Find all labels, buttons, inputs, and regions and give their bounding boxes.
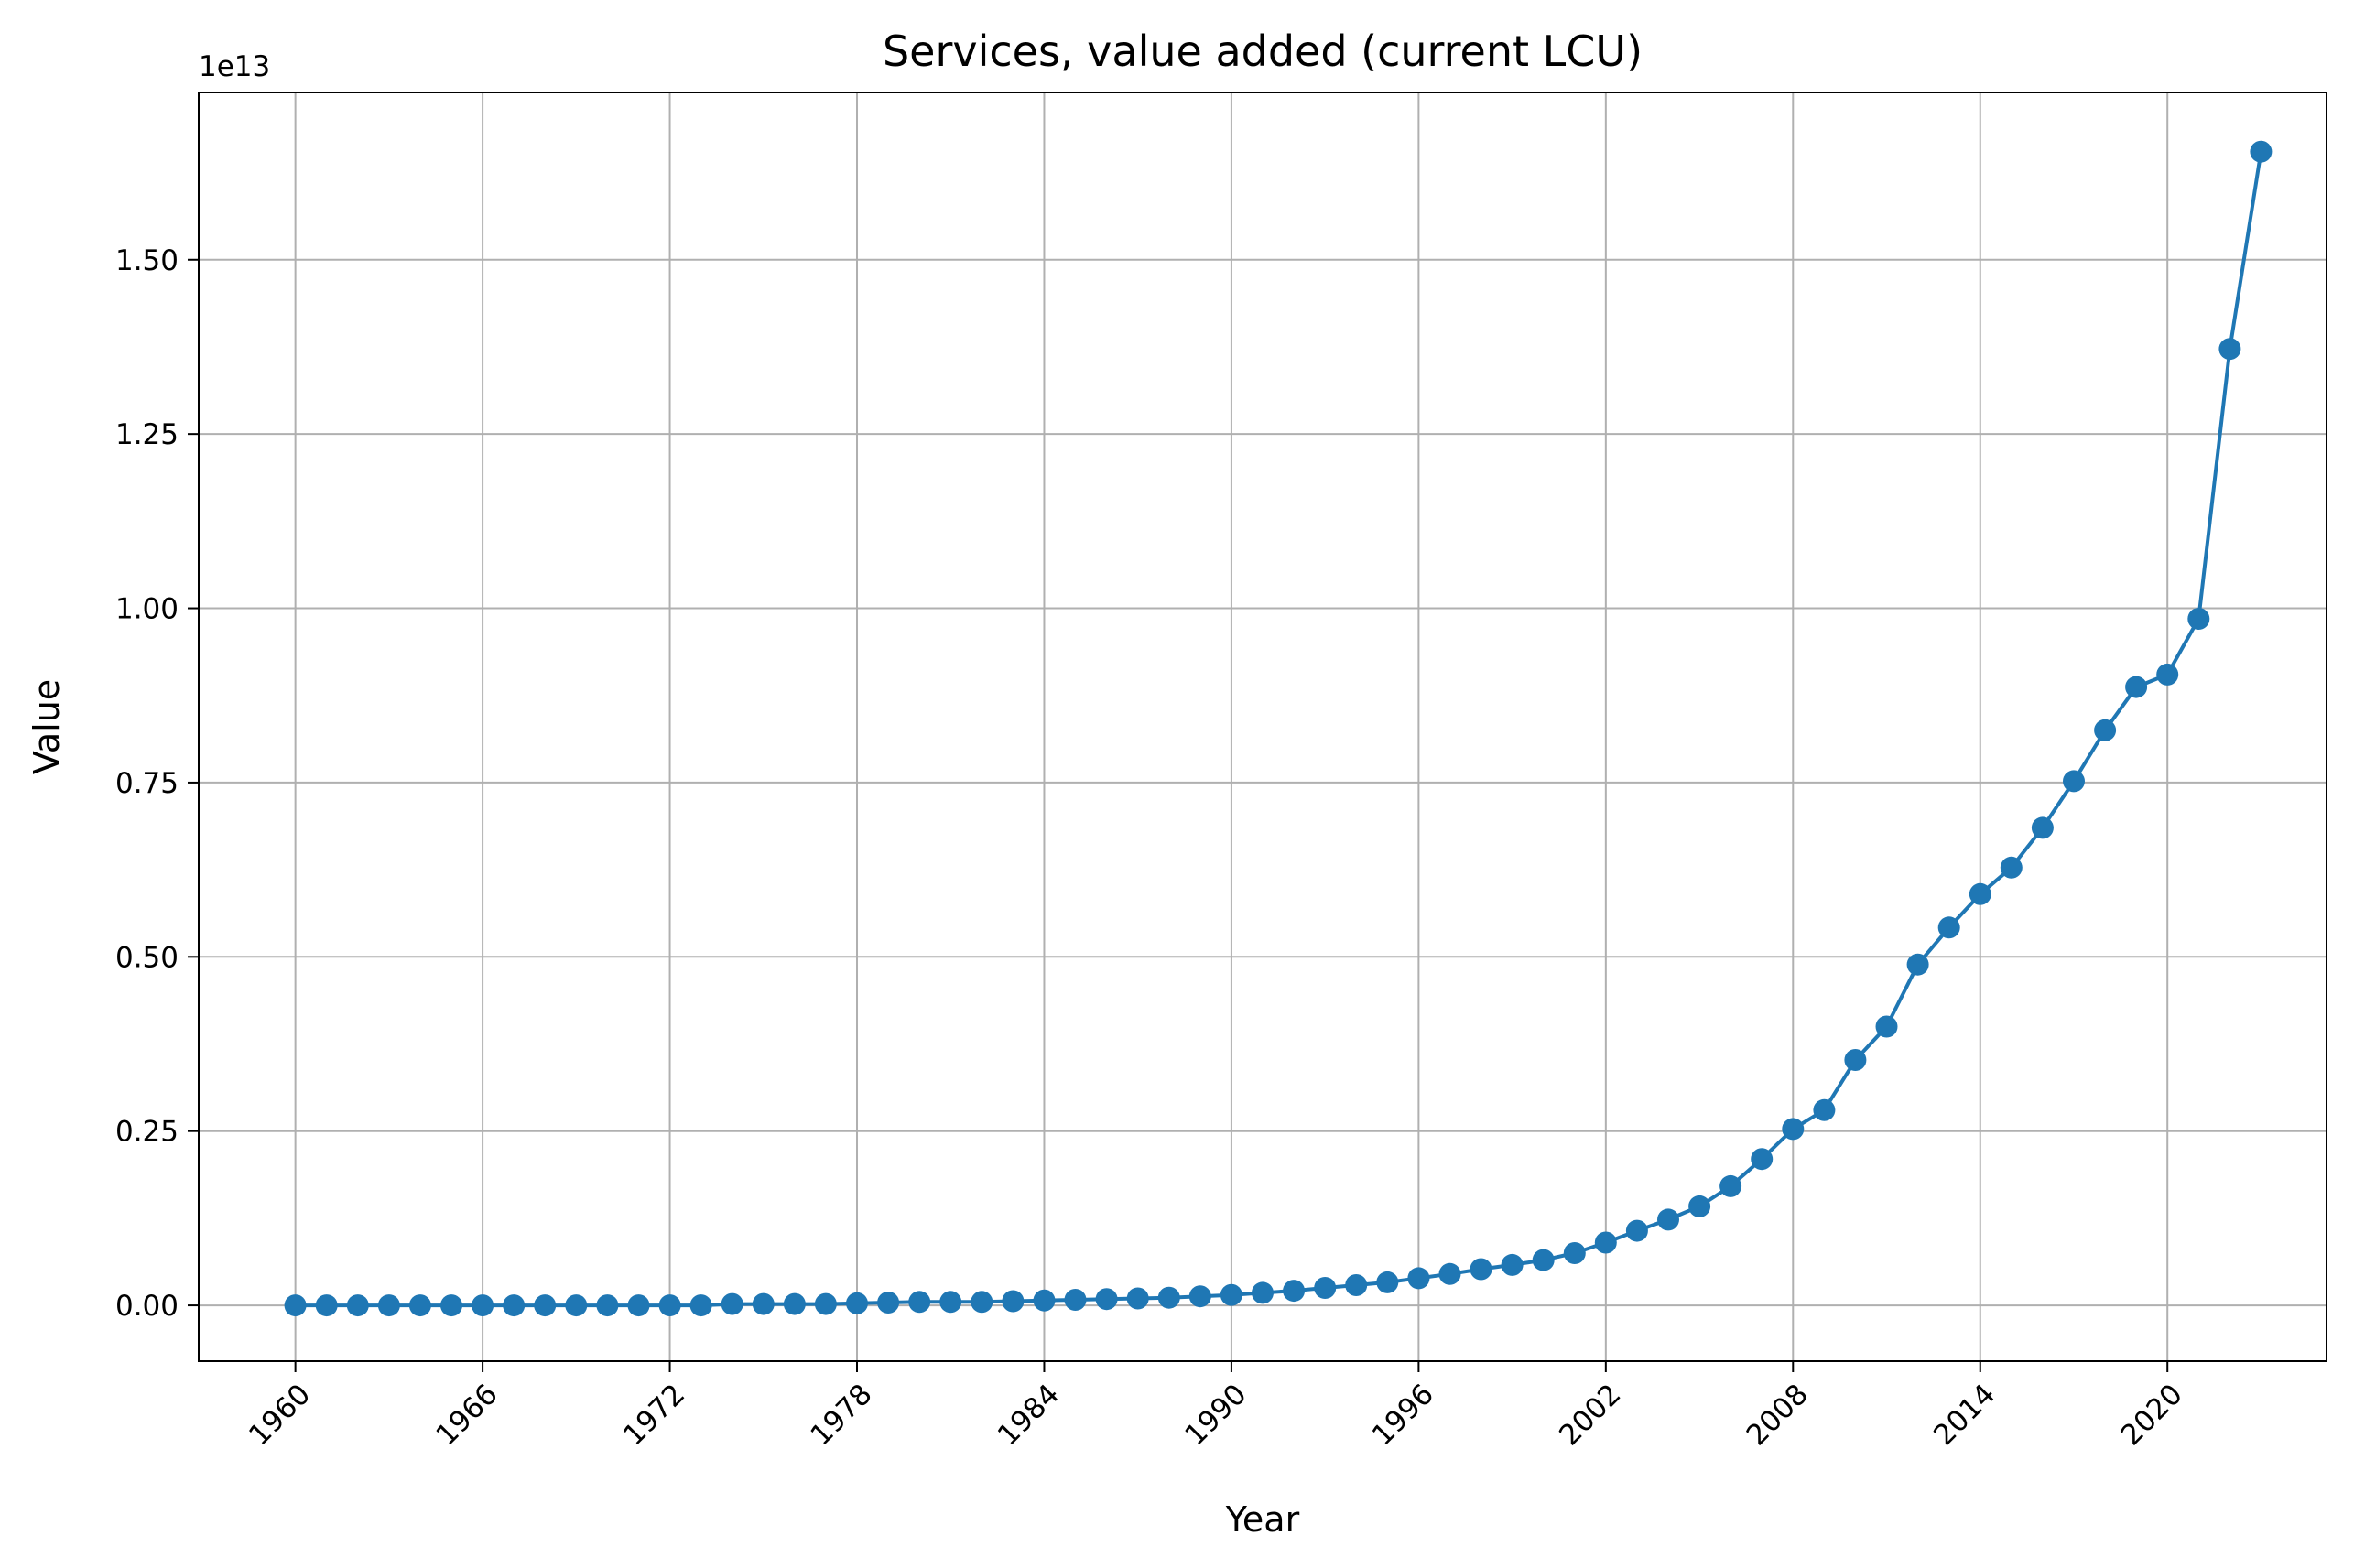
data-point bbox=[814, 1292, 837, 1315]
data-point bbox=[939, 1291, 962, 1314]
data-point bbox=[1719, 1174, 1742, 1197]
x-tick-label: 1984 bbox=[992, 1378, 1066, 1452]
data-point bbox=[1688, 1195, 1711, 1217]
data-point bbox=[1220, 1283, 1242, 1306]
data-point bbox=[503, 1294, 526, 1317]
x-tick-label: 1972 bbox=[617, 1378, 691, 1452]
chart-title: Services, value added (current LCU) bbox=[883, 27, 1643, 76]
data-point bbox=[1064, 1289, 1087, 1311]
data-point bbox=[877, 1292, 900, 1314]
data-point bbox=[2125, 676, 2148, 698]
data-point bbox=[1376, 1271, 1399, 1293]
data-point bbox=[408, 1294, 431, 1317]
y-tick-label: 0.25 bbox=[115, 1116, 179, 1149]
y-tick-label: 0.75 bbox=[115, 767, 179, 800]
series-layer bbox=[284, 140, 2273, 1317]
data-point bbox=[1126, 1287, 1149, 1310]
data-point bbox=[1252, 1281, 1274, 1304]
data-point bbox=[1345, 1274, 1368, 1296]
x-tick-label: 2014 bbox=[1927, 1378, 2001, 1452]
data-point bbox=[346, 1294, 369, 1317]
data-point bbox=[377, 1294, 400, 1317]
data-point bbox=[2094, 719, 2117, 741]
data-point bbox=[1095, 1288, 1118, 1311]
data-point bbox=[1813, 1098, 1836, 1121]
data-point bbox=[2063, 770, 2085, 793]
data-point bbox=[596, 1294, 619, 1317]
data-point bbox=[721, 1292, 743, 1315]
data-point bbox=[908, 1291, 931, 1314]
x-tick-label: 1990 bbox=[1178, 1378, 1253, 1452]
data-point bbox=[1782, 1118, 1805, 1141]
x-tick-label: 1966 bbox=[429, 1378, 504, 1452]
x-tick-label: 1996 bbox=[1366, 1378, 1440, 1452]
y-axis-label: Value bbox=[27, 679, 67, 774]
y-axis-offset-label: 1e13 bbox=[199, 50, 270, 83]
data-point bbox=[2000, 856, 2023, 879]
x-tick-label: 2008 bbox=[1741, 1378, 1815, 1452]
data-point bbox=[1002, 1290, 1025, 1313]
data-point bbox=[1314, 1277, 1337, 1299]
data-point bbox=[315, 1294, 338, 1317]
y-tick-label: 1.25 bbox=[115, 418, 179, 451]
data-point bbox=[2218, 338, 2241, 361]
data-point bbox=[1563, 1242, 1586, 1264]
data-point bbox=[2156, 663, 2179, 686]
data-point bbox=[1470, 1258, 1492, 1281]
x-axis-label: Year bbox=[1225, 1499, 1300, 1540]
data-point bbox=[1188, 1285, 1211, 1308]
data-point bbox=[627, 1294, 650, 1317]
data-point bbox=[1532, 1249, 1555, 1271]
x-tick-label: 2002 bbox=[1553, 1378, 1627, 1452]
data-point bbox=[1751, 1148, 1774, 1171]
data-point bbox=[1937, 916, 1960, 939]
data-point bbox=[1657, 1208, 1679, 1231]
data-point bbox=[1157, 1286, 1180, 1309]
axis-ticks: 1960 1966 1972 1978 1984 1990 1996 2002 2008 2014… bbox=[115, 244, 2189, 1453]
y-tick-label: 1.00 bbox=[115, 593, 179, 626]
x-tick-label: 1960 bbox=[243, 1378, 317, 1452]
data-point bbox=[1906, 953, 1929, 976]
data-point bbox=[1969, 882, 1991, 905]
x-tick-label: 2020 bbox=[2115, 1378, 2189, 1452]
data-point bbox=[1407, 1267, 1430, 1290]
data-point bbox=[1438, 1262, 1461, 1285]
data-point bbox=[689, 1294, 712, 1317]
y-tick-label: 0.50 bbox=[115, 941, 179, 974]
data-point bbox=[2187, 608, 2210, 630]
data-point bbox=[2250, 140, 2273, 163]
y-tick-label: 0.00 bbox=[115, 1290, 179, 1323]
data-point bbox=[752, 1292, 775, 1315]
data-point bbox=[783, 1292, 806, 1315]
data-point bbox=[472, 1294, 494, 1317]
data-point bbox=[658, 1294, 681, 1317]
data-point bbox=[2031, 816, 2054, 839]
plot-frame bbox=[198, 92, 2327, 1362]
y-tick-label: 1.50 bbox=[115, 244, 179, 277]
data-point bbox=[971, 1291, 993, 1314]
data-point bbox=[846, 1292, 868, 1314]
data-point bbox=[1594, 1231, 1617, 1254]
data-point bbox=[1625, 1219, 1648, 1242]
data-point bbox=[1501, 1253, 1524, 1276]
grid-lines bbox=[199, 92, 2327, 1361]
data-point bbox=[1033, 1289, 1056, 1312]
data-point bbox=[1875, 1015, 1898, 1038]
data-point bbox=[440, 1294, 462, 1317]
data-point bbox=[1283, 1280, 1306, 1303]
data-point bbox=[565, 1294, 588, 1317]
data-point bbox=[1844, 1049, 1867, 1071]
x-tick-label: 1978 bbox=[804, 1378, 878, 1452]
data-point bbox=[534, 1294, 557, 1317]
series-line bbox=[295, 151, 2263, 1308]
data-point bbox=[284, 1294, 307, 1317]
